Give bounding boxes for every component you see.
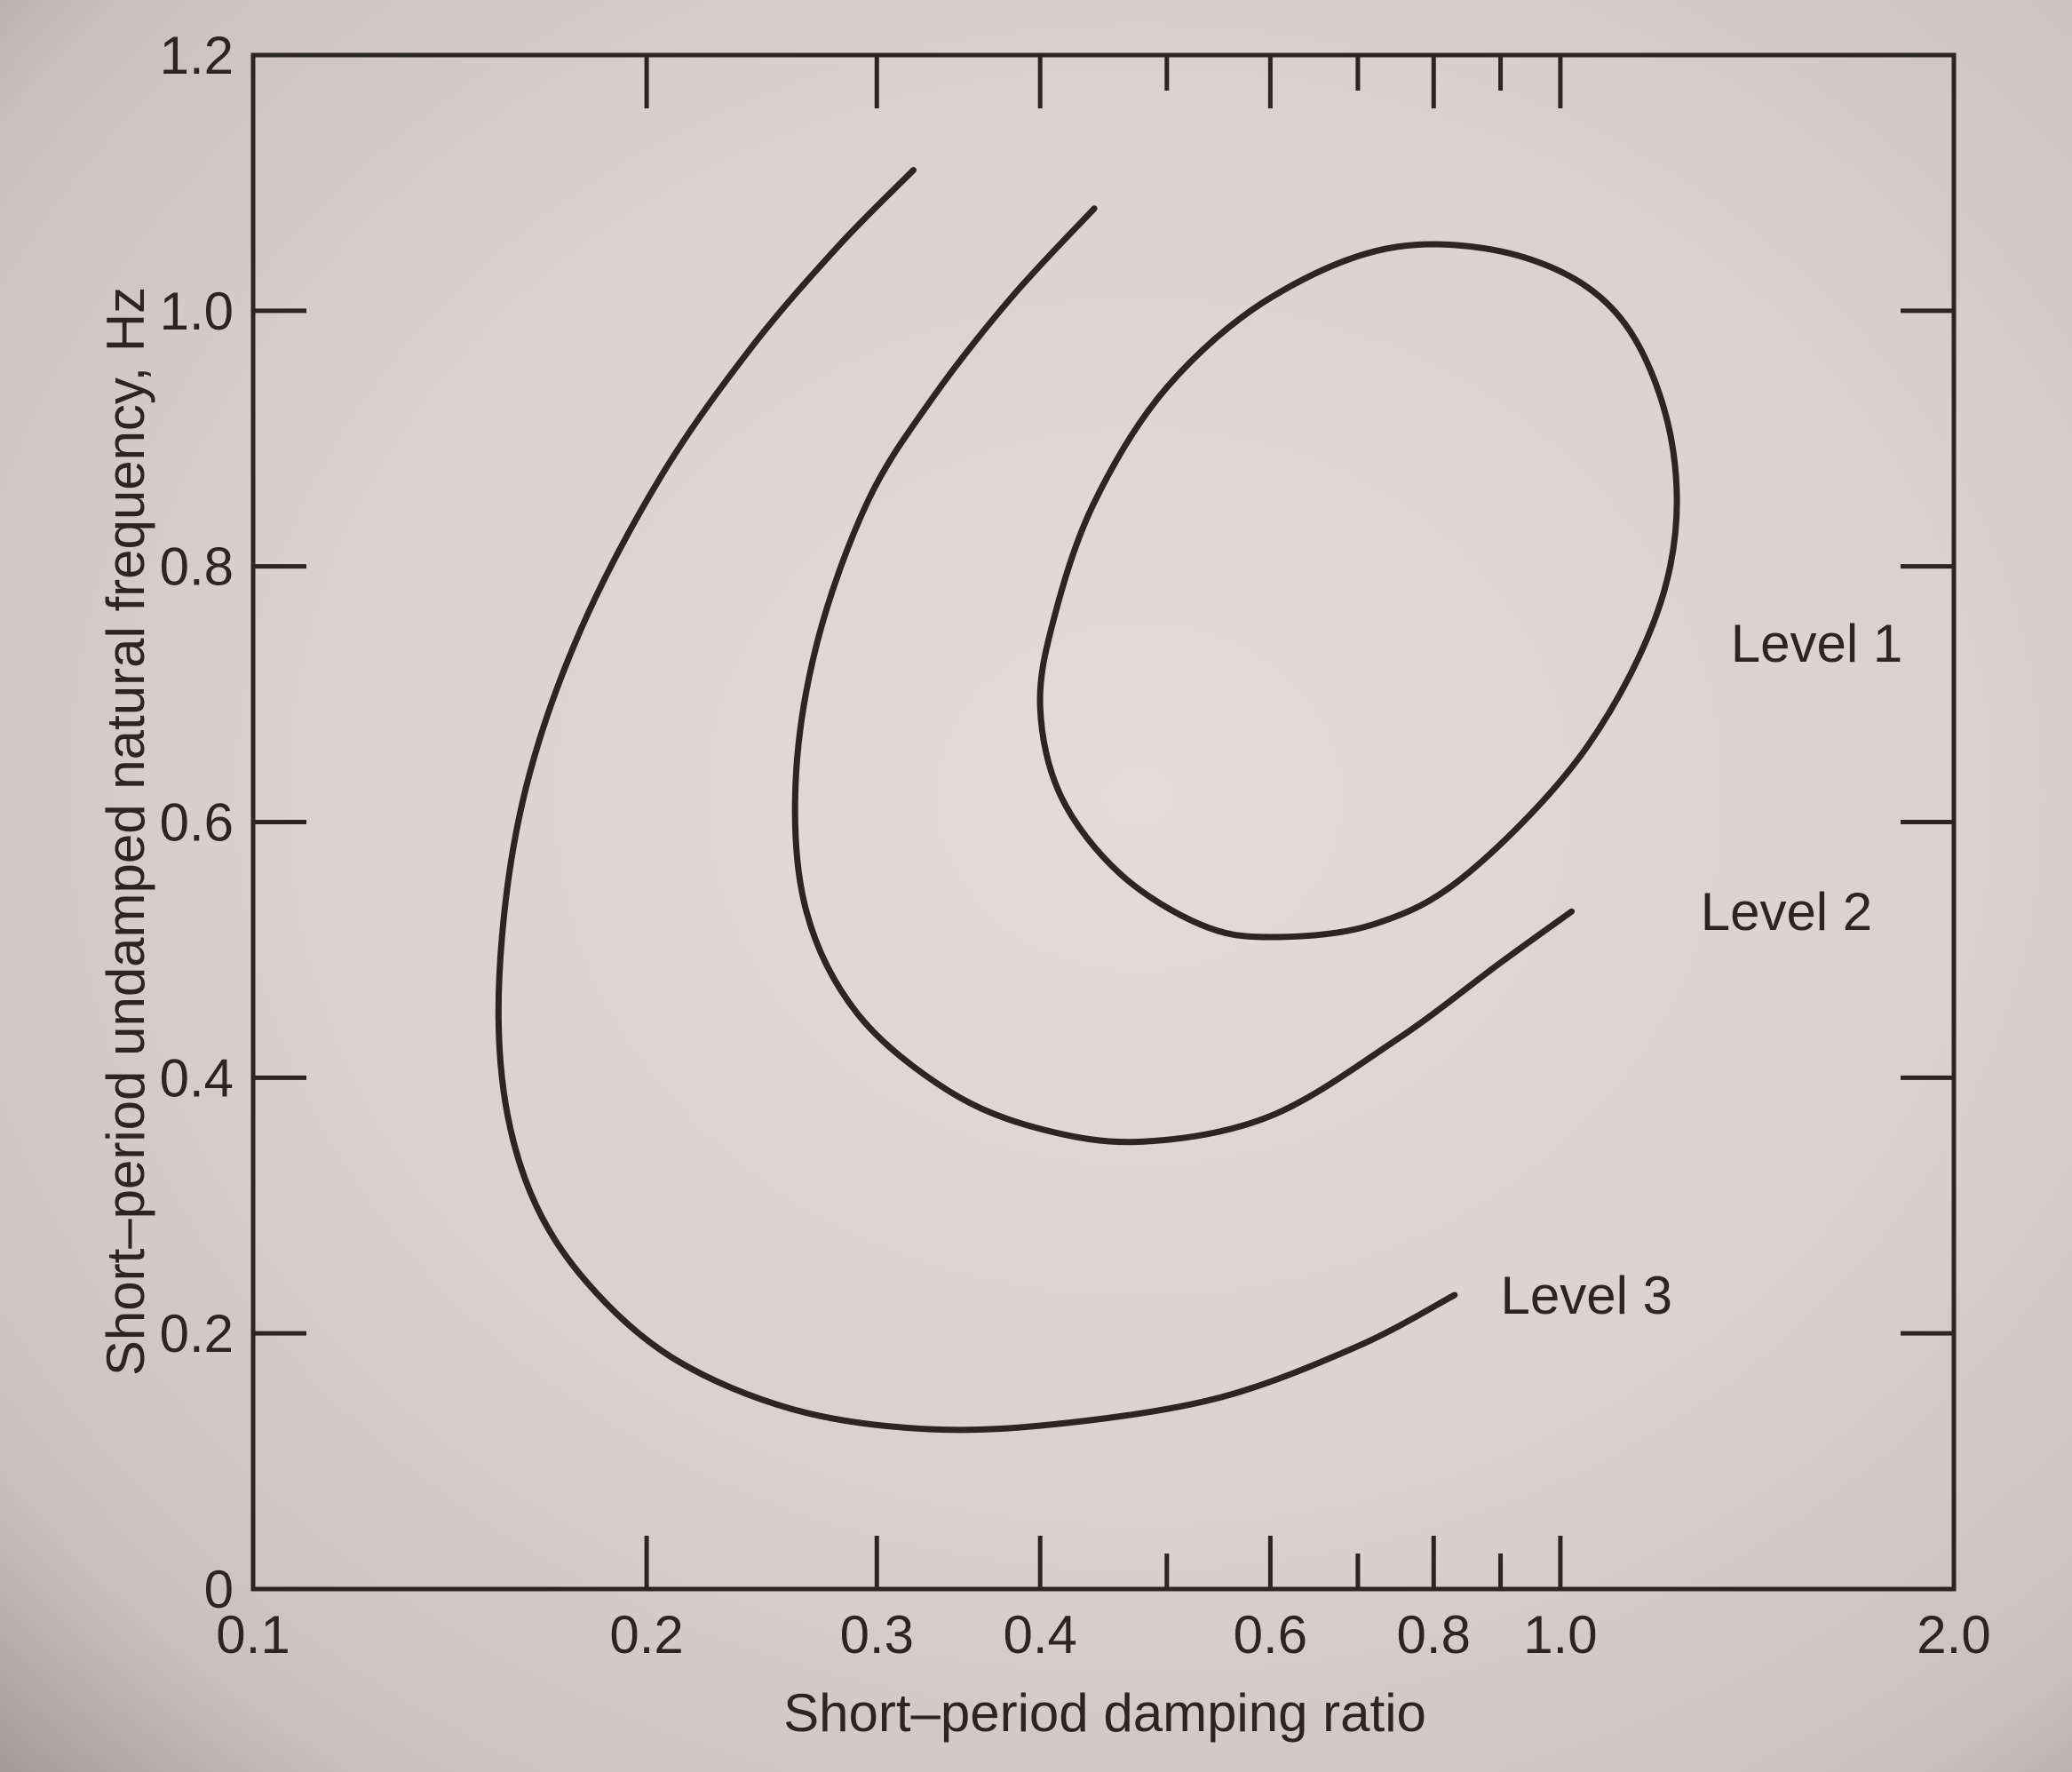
series-labels: Level 1 Level 2 Level 3: [1501, 614, 1903, 1325]
y-tick-label-0-8: 0.8: [160, 537, 234, 597]
x-tick-label-0-2: 0.2: [609, 1605, 683, 1665]
curves: [495, 167, 1680, 1434]
y-axis-title: Short–period undamped natural frequency,…: [96, 287, 155, 1376]
axis-ticks: [253, 55, 1954, 1589]
curve-level-3: [495, 167, 1458, 1434]
x-tick-label-0-6: 0.6: [1234, 1605, 1307, 1665]
x-tick-label-0-8: 0.8: [1397, 1605, 1471, 1665]
series-label-level-3: Level 3: [1501, 1266, 1672, 1325]
x-tick-label-0-1: 0.1: [216, 1605, 290, 1665]
x-tick-label-0-4: 0.4: [1003, 1605, 1076, 1665]
y-tick-label-0-6: 0.6: [160, 793, 234, 853]
x-tick-label-2-0: 2.0: [1917, 1605, 1990, 1665]
axis-tick-labels: 0.1 0.2 0.3 0.4 0.6 0.8 1.0 2.0 0 0.2 0.4 0.6 0.8 1.0…: [160, 26, 1991, 1665]
x-tick-label-1-0: 1.0: [1523, 1605, 1597, 1665]
y-tick-label-1-0: 1.0: [160, 282, 234, 341]
plot-frame: [250, 52, 1957, 1592]
curve-level-1: [1036, 241, 1680, 941]
series-label-level-1: Level 1: [1731, 614, 1902, 673]
series-label-level-2: Level 2: [1701, 882, 1872, 942]
y-tick-label-0-2: 0.2: [160, 1304, 234, 1363]
y-tick-label-1-2: 1.2: [160, 26, 234, 85]
y-tick-label-0-4: 0.4: [160, 1048, 234, 1108]
y-tick-label-0: 0: [204, 1560, 234, 1619]
x-axis-title: Short–period damping ratio: [783, 1683, 1426, 1743]
curve-level-2: [791, 205, 1576, 1146]
x-tick-label-0-3: 0.3: [840, 1605, 914, 1665]
